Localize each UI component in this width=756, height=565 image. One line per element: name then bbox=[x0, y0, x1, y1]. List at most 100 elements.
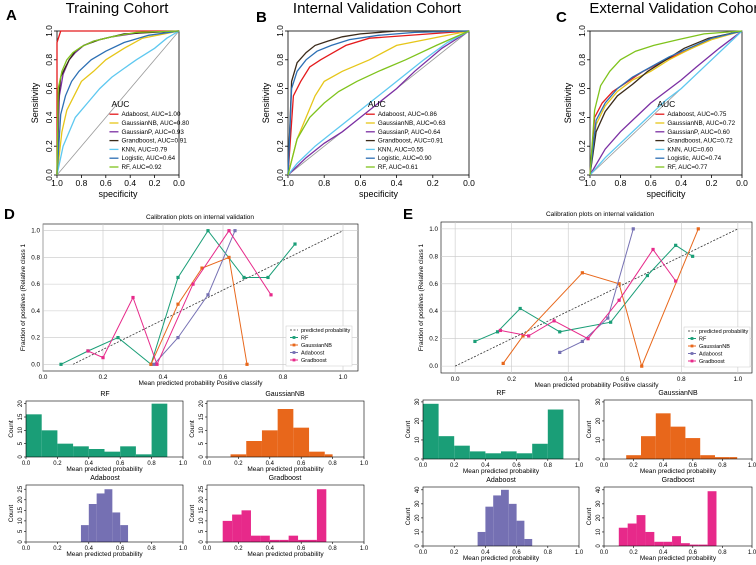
plot-frame bbox=[206, 400, 365, 458]
legend-marker bbox=[690, 359, 694, 363]
calibration-curve-0 bbox=[474, 244, 693, 342]
x-tick-label: 0.2 bbox=[450, 463, 459, 469]
y-tick-label: 1.0 bbox=[275, 25, 285, 37]
x-tick-label: 0.4 bbox=[85, 461, 94, 467]
y-tick-label: 0.2 bbox=[44, 140, 54, 152]
x-axis-label: Mean predicted probability bbox=[247, 551, 324, 558]
histogram-bar bbox=[230, 454, 247, 457]
x-tick-label: 0.0 bbox=[419, 463, 428, 469]
calibration-point bbox=[617, 282, 621, 286]
histogram-bar bbox=[324, 454, 333, 457]
x-tick-label: 0.6 bbox=[297, 461, 306, 467]
x-tick-label: 0.4 bbox=[159, 374, 168, 381]
roc-curve-4 bbox=[589, 30, 743, 176]
y-tick-label: 0.8 bbox=[275, 54, 285, 66]
y-tick-label: 0.0 bbox=[275, 169, 285, 181]
x-tick-label: 0.0 bbox=[203, 546, 212, 552]
x-axis-label: Mean predicted probability bbox=[640, 555, 717, 562]
legend-item: predicted probability bbox=[699, 329, 748, 335]
legend-title: AUC bbox=[111, 99, 129, 109]
calibration-point bbox=[152, 362, 156, 366]
x-tick-label: 0.6 bbox=[512, 463, 521, 469]
y-tick-label: 30 bbox=[415, 398, 421, 405]
histogram-bar bbox=[516, 453, 533, 459]
histogram-bar bbox=[698, 544, 708, 546]
y-tick-label: 0 bbox=[18, 540, 24, 544]
y-tick-label: 5 bbox=[199, 529, 205, 533]
x-tick-label: 0.8 bbox=[718, 550, 727, 556]
x-axis-label: Mean predicted probability bbox=[463, 555, 540, 562]
x-tick-label: 0.6 bbox=[116, 461, 125, 467]
y-tick-label: 20 bbox=[596, 417, 602, 424]
y-tick-label: 40 bbox=[415, 486, 421, 493]
x-tick-label: 0.6 bbox=[100, 178, 112, 188]
x-tick-label: 0.6 bbox=[297, 546, 306, 552]
x-axis-label: Mean predicted probability bbox=[247, 466, 324, 473]
panel-letter-b: B bbox=[256, 9, 267, 26]
x-tick-label: 0.8 bbox=[328, 546, 337, 552]
legend-item: Adaboost bbox=[699, 352, 723, 358]
y-tick-label: 0.6 bbox=[577, 82, 587, 94]
histogram-bar bbox=[293, 427, 310, 457]
x-tick-label: 1.0 bbox=[179, 461, 188, 467]
calibration-point bbox=[495, 330, 500, 334]
histogram-bar bbox=[73, 446, 89, 457]
legend-item: Adaboost, AUC=0.86 bbox=[378, 111, 437, 118]
legend-item: KNN, AUC=0.55 bbox=[378, 146, 424, 153]
histogram-bar bbox=[707, 491, 717, 546]
histogram-bar bbox=[532, 443, 548, 459]
calibration-point bbox=[149, 362, 153, 366]
x-tick-label: 0.4 bbox=[659, 550, 668, 556]
x-tick-label: 0.4 bbox=[481, 550, 490, 556]
y-tick-label: 0.2 bbox=[429, 336, 438, 343]
y-tick-label: 0.8 bbox=[31, 254, 40, 261]
x-tick-label: 0.0 bbox=[736, 178, 748, 188]
histogram-bar bbox=[493, 495, 501, 546]
x-axis-label: Mean predicted probability Positive clas… bbox=[139, 380, 264, 387]
legend-item: Grandboost, AUC=0.91 bbox=[121, 138, 187, 145]
chart-title: External Validation Cohort bbox=[589, 0, 756, 17]
y-axis-label: Fraction of positives (Relative class 1 bbox=[20, 243, 27, 351]
legend-box bbox=[285, 325, 353, 367]
histogram-bar bbox=[120, 446, 136, 457]
x-tick-label: 0.4 bbox=[659, 463, 668, 469]
histogram-hist-e-gnb: GaussianNB 0.0 0.2 0.4 0.6 0.8 1.0 0 10 20 30 Mean … bbox=[586, 390, 756, 475]
x-tick-label: 0.2 bbox=[53, 546, 62, 552]
x-tick-label: 0.6 bbox=[645, 178, 657, 188]
histogram-bar bbox=[269, 539, 280, 542]
histogram-bar bbox=[288, 535, 299, 542]
legend-item: KNN, AUC=0.79 bbox=[121, 146, 167, 153]
roc-curve-4 bbox=[287, 30, 470, 176]
x-tick-label: 0.2 bbox=[53, 461, 62, 467]
legend-item: predicted probability bbox=[301, 328, 350, 334]
y-tick-label: 10 bbox=[596, 528, 602, 535]
legend-item: Adaboost, AUC=0.75 bbox=[667, 111, 726, 118]
x-tick-label: 0.8 bbox=[75, 178, 87, 188]
histogram-bar bbox=[645, 531, 655, 546]
x-tick-label: 1.0 bbox=[733, 376, 742, 383]
x-tick-label: 0.0 bbox=[451, 376, 460, 383]
x-tick-label: 0.0 bbox=[419, 550, 428, 556]
x-tick-label: 0.6 bbox=[219, 374, 228, 381]
y-tick-label: 20 bbox=[415, 514, 421, 521]
y-tick-label: 1.0 bbox=[429, 226, 438, 233]
plot-frame bbox=[589, 30, 743, 176]
x-tick-label: 0.6 bbox=[512, 550, 521, 556]
histogram-bar bbox=[501, 489, 509, 546]
histogram-bar bbox=[80, 525, 89, 542]
panel-letters: A B C D E bbox=[4, 7, 567, 223]
histogram-bar bbox=[672, 536, 681, 546]
chart-title: Gradboost bbox=[269, 475, 302, 482]
y-tick-label: 0.0 bbox=[31, 361, 40, 368]
histogram-hist-e-grad: Gradboost 0.0 0.2 0.4 0.6 0.8 1.0 0 10 20 30 40 Mean… bbox=[586, 477, 756, 562]
histogram-hist-d-ada: Adaboost 0.0 0.2 0.4 0.6 0.8 1.0 0 5 10 15 20 25 Mean… bbox=[8, 475, 188, 558]
histogram-bar bbox=[307, 539, 317, 542]
legend-item: Grandboost, AUC=0.72 bbox=[667, 138, 733, 145]
x-tick-label: 0.6 bbox=[689, 463, 698, 469]
legend-item: Logistic, AUC=0.64 bbox=[121, 155, 175, 162]
calibration-point bbox=[527, 334, 531, 338]
roc-curve-6 bbox=[56, 30, 180, 176]
y-tick-label: 0.4 bbox=[31, 308, 40, 315]
chart-title: Adaboost bbox=[486, 477, 516, 484]
